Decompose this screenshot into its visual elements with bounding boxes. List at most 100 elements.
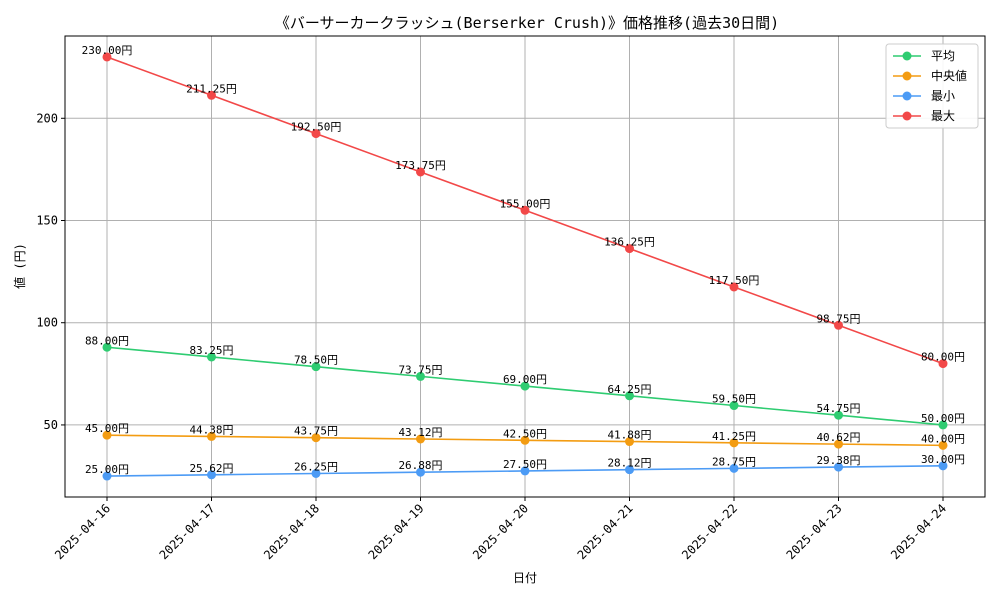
data-point <box>102 52 112 62</box>
legend-label: 平均 <box>931 49 955 63</box>
data-point <box>834 462 843 472</box>
data-label: 45.00円 <box>85 422 129 435</box>
data-point <box>311 362 321 372</box>
y-tick-label: 50 <box>44 418 58 432</box>
data-label: 173.75円 <box>395 159 446 172</box>
data-label: 42.50円 <box>503 427 547 440</box>
data-label: 26.88円 <box>398 459 442 472</box>
data-label: 117.50円 <box>709 274 760 287</box>
data-label: 54.75円 <box>816 402 860 415</box>
data-point <box>207 470 216 480</box>
x-tick-label: 2025-04-19 <box>366 501 427 562</box>
data-label: 73.75円 <box>398 363 442 376</box>
x-axis-ticks: 2025-04-16 2025-04-17 2025-04-18 2025-04-19… <box>52 497 949 562</box>
data-point <box>625 391 634 401</box>
x-tick-label: 2025-04-24 <box>888 501 949 562</box>
data-label: 41.88円 <box>607 429 651 442</box>
data-point <box>520 381 530 391</box>
data-point <box>102 471 112 481</box>
data-label: 40.62円 <box>816 431 860 444</box>
x-tick-label: 2025-04-17 <box>157 501 218 562</box>
data-label: 69.00円 <box>503 373 547 386</box>
y-tick-label: 150 <box>36 214 58 228</box>
chart-title: 《バーサーカークラッシュ(Berserker Crush)》価格推移(過去30日… <box>275 14 779 32</box>
data-point <box>416 167 425 177</box>
data-label: 43.75円 <box>294 425 338 438</box>
data-point <box>207 90 216 100</box>
data-point <box>625 465 634 475</box>
data-label: 26.25円 <box>294 460 338 473</box>
data-label: 27.50円 <box>503 458 547 471</box>
data-point <box>311 129 321 139</box>
data-point <box>729 401 739 411</box>
data-point <box>834 410 843 420</box>
data-label: 155.00円 <box>500 197 551 210</box>
data-point <box>938 461 948 471</box>
legend-marker <box>902 91 912 101</box>
data-label: 25.62円 <box>189 462 233 475</box>
data-label: 29.38円 <box>816 454 860 467</box>
x-axis-label: 日付 <box>513 571 537 585</box>
x-tick-label: 2025-04-21 <box>575 501 636 562</box>
data-point <box>311 433 321 443</box>
data-point <box>520 466 530 476</box>
data-label: 78.50円 <box>294 354 338 367</box>
data-label: 211.25円 <box>186 82 237 95</box>
data-point <box>416 467 425 477</box>
data-label: 88.00円 <box>85 334 129 347</box>
data-label: 59.50円 <box>712 393 756 406</box>
data-point <box>834 320 843 330</box>
data-label: 64.25円 <box>607 383 651 396</box>
series-points <box>102 52 948 481</box>
legend-box <box>885 43 979 129</box>
data-point <box>938 359 948 369</box>
y-tick-label: 100 <box>36 316 58 330</box>
data-label: 25.00円 <box>85 463 129 476</box>
data-point <box>207 431 216 441</box>
data-label: 98.75円 <box>816 312 860 325</box>
data-label: 28.75円 <box>712 455 756 468</box>
data-label: 30.00円 <box>921 453 965 466</box>
data-point <box>938 440 948 450</box>
legend-marker <box>902 71 912 81</box>
x-tick-label: 2025-04-16 <box>52 501 113 562</box>
data-label: 192.50円 <box>291 121 342 134</box>
data-point <box>416 371 425 381</box>
data-point <box>834 439 843 449</box>
x-tick-label: 2025-04-20 <box>470 501 531 562</box>
y-axis-label: 値 (円) <box>12 243 27 289</box>
y-tick-label: 200 <box>36 111 58 125</box>
x-tick-label: 2025-04-22 <box>679 501 740 562</box>
data-label: 80.00円 <box>921 351 965 364</box>
data-label: 83.25円 <box>189 344 233 357</box>
data-point <box>625 244 634 254</box>
data-point <box>729 463 739 473</box>
data-point <box>520 205 530 215</box>
data-label: 230.00円 <box>82 44 133 57</box>
data-label: 43.12円 <box>398 426 442 439</box>
x-tick-label: 2025-04-23 <box>784 501 845 562</box>
data-point <box>938 420 948 430</box>
data-point <box>625 437 634 447</box>
x-tick-label: 2025-04-18 <box>261 501 322 562</box>
data-point <box>102 342 112 352</box>
legend-marker <box>902 111 912 121</box>
data-point <box>729 438 739 448</box>
legend-label: 最小 <box>931 89 955 103</box>
grid-lines <box>65 36 985 497</box>
legend-label: 中央値 <box>931 68 967 83</box>
y-axis-ticks: 50 100 150 200 <box>36 111 65 432</box>
data-point <box>416 434 425 444</box>
data-labels: 88.00円 83.25円 78.50円 73.75円 69.00円 64.25円 59.5… <box>82 44 965 476</box>
data-point <box>729 282 739 292</box>
data-point <box>207 352 216 362</box>
data-label: 28.12円 <box>607 457 651 470</box>
data-label: 40.00円 <box>921 432 965 445</box>
data-label: 44.38円 <box>189 423 233 436</box>
data-label: 50.00円 <box>921 412 965 425</box>
data-point <box>520 435 530 445</box>
legend-marker <box>902 51 912 61</box>
data-label: 41.25円 <box>712 430 756 443</box>
